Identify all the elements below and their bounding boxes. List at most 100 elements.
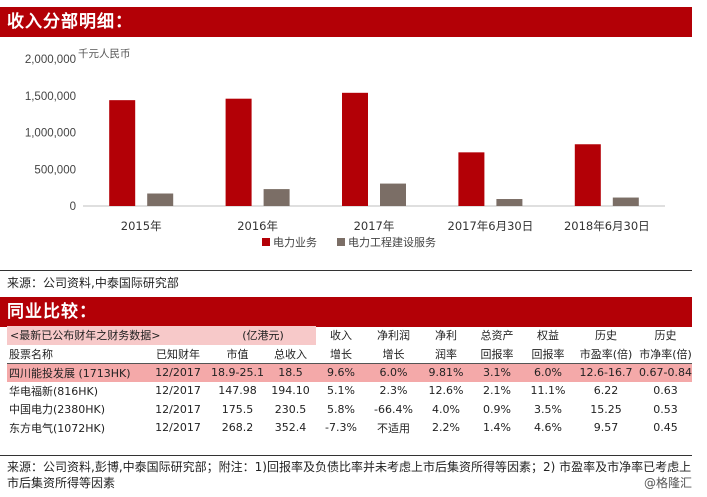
cell: 352.4 [274, 421, 307, 435]
cell-stock-name: 四川能投发展 (1713HK) [7, 363, 146, 382]
cell: 15.25 [590, 402, 622, 416]
bar-construction [380, 183, 406, 206]
header-stock-name: 股票名称 [7, 344, 146, 364]
cell: 12.6-16.7 [573, 363, 639, 382]
bar-construction [147, 193, 174, 206]
bar-power [342, 92, 368, 206]
y-tick-label: 500,000 [34, 164, 76, 176]
cell: 230.5 [274, 402, 307, 416]
cell: 11.1% [530, 384, 566, 398]
header-roe: 回报率 [523, 344, 573, 364]
bar-power [574, 144, 601, 206]
cell-stock-name: 中国电力(2380HK) [9, 403, 106, 417]
header-profit-growth: 增长 [366, 344, 421, 364]
legend-label: 电力工程建设服务 [348, 235, 436, 249]
table-unit-label: (亿港元) [210, 326, 316, 345]
cell: 0.67-0.84 [639, 363, 692, 382]
header-equity: 权益 [537, 329, 559, 343]
cell: 0.9% [483, 402, 511, 416]
y-axis-unit-label: 千元人民币 [78, 48, 131, 60]
y-tick-label: 2,000,000 [25, 54, 76, 66]
header-total-revenue: 总收入 [265, 344, 316, 364]
cell: 9.81% [421, 363, 471, 382]
bar-power [109, 100, 136, 206]
cell: 5.8% [327, 402, 355, 416]
section-title-revenue: 收入分部明细： [0, 7, 692, 37]
x-category-label: 2017年 [354, 219, 395, 233]
cell: 268.2 [221, 421, 254, 435]
header-market-cap: 市值 [210, 344, 265, 364]
divider-bottom-source [0, 455, 692, 456]
bar-construction [263, 189, 290, 206]
revenue-segment-bar-chart: 0 500,000 1,000,000 1,500,000 2,000,000 2015… [25, 48, 665, 249]
cell: 2.1% [483, 384, 511, 398]
cell: 4.6% [534, 421, 562, 435]
y-tick-label: 0 [70, 201, 76, 213]
watermark: @格隆汇 [643, 476, 692, 490]
cell: 147.98 [218, 384, 257, 398]
table-row: 华电福新(816HK) 12/2017 147.98 194.10 5.1% 2… [7, 382, 692, 401]
cell: 2.3% [379, 384, 408, 398]
cell: 9.6% [316, 363, 366, 382]
header-revenue-growth: 增长 [316, 344, 366, 364]
x-category-label: 2015年 [121, 219, 162, 233]
section-title-peer-comparison: 同业比较： [0, 297, 692, 327]
cell: 12/2017 [155, 402, 201, 416]
x-category-label: 2018年6月30日 [564, 219, 650, 233]
bar-power [458, 152, 485, 206]
source-note-text: 来源：公司资料,彭博,中泰国际研究部；附注：1)回报率及负债比率并未考虑上市后集… [7, 460, 692, 490]
table-header-row-1: <最新已公布财年之财务数据> (亿港元) 收入 净利润 净利 总资产 权益 历史… [7, 326, 692, 345]
header-net-profit: 净利润 [377, 329, 410, 343]
cell: 5.1% [327, 384, 355, 398]
table-header-row-2: 股票名称 已知财年 市值 总收入 增长 增长 润率 回报率 回报率 市盈率(倍)… [7, 344, 692, 364]
header-pe: 市盈率(倍) [573, 344, 639, 364]
table-row: 四川能投发展 (1713HK) 12/2017 18.9-25.1 18.5 9… [7, 363, 692, 382]
header-historical-pe: 历史 [595, 329, 617, 343]
source-note-table: 来源：公司资料,彭博,中泰国际研究部；附注：1)回报率及负债比率并未考虑上市后集… [7, 459, 692, 491]
cell: 12/2017 [155, 421, 201, 435]
bar-construction [612, 197, 639, 206]
cell: 4.0% [432, 402, 460, 416]
cell: 0.45 [653, 421, 678, 435]
peer-comparison-table: <最新已公布财年之财务数据> (亿港元) 收入 净利润 净利 总资产 权益 历史… [7, 326, 692, 437]
cell: 175.5 [221, 402, 254, 416]
table-row: 中国电力(2380HK) 12/2017 175.5 230.5 5.8% -6… [7, 400, 692, 419]
cell: -7.3% [325, 421, 357, 435]
divider-top-source [0, 270, 692, 271]
x-category-label: 2016年 [237, 219, 278, 233]
table-note-latest-fiscal: <最新已公布财年之财务数据> [7, 326, 210, 345]
cell-stock-name: 华电福新(816HK) [9, 384, 99, 398]
y-tick-label: 1,000,000 [25, 128, 76, 140]
legend-swatch [337, 238, 345, 246]
cell: 不适用 [377, 421, 410, 435]
x-category-label: 2017年6月30日 [448, 219, 534, 233]
cell: 6.22 [593, 384, 619, 398]
cell: 3.1% [471, 363, 523, 382]
cell: 9.57 [593, 421, 619, 435]
cell-stock-name: 东方电气(1072HK) [9, 421, 106, 435]
header-pb: 市净率(倍) [639, 344, 692, 364]
cell: 12/2017 [155, 384, 201, 398]
y-tick-label: 1,500,000 [25, 91, 76, 103]
header-total-assets: 总资产 [480, 329, 514, 343]
legend-swatch [262, 238, 270, 246]
cell: 12/2017 [146, 363, 210, 382]
header-net: 净利 [435, 329, 457, 343]
header-fiscal-year: 已知财年 [146, 344, 210, 364]
table-row: 东方电气(1072HK) 12/2017 268.2 352.4 -7.3% 不… [7, 419, 692, 438]
header-revenue: 收入 [330, 329, 352, 343]
header-roa: 回报率 [471, 344, 523, 364]
cell: 0.53 [653, 402, 678, 416]
legend-label: 电力业务 [273, 236, 317, 249]
cell: 1.4% [483, 421, 511, 435]
cell: 6.0% [366, 363, 421, 382]
cell: 6.0% [523, 363, 573, 382]
cell: 18.5 [265, 363, 316, 382]
header-historical-pb: 历史 [654, 329, 677, 343]
source-note-chart: 来源：公司资料,中泰国际研究部 [7, 276, 179, 290]
bar-construction [496, 199, 523, 206]
cell: 0.63 [653, 384, 678, 398]
cell: 12.6% [428, 384, 464, 398]
bar-power [225, 98, 252, 206]
cell: 2.2% [432, 421, 460, 435]
